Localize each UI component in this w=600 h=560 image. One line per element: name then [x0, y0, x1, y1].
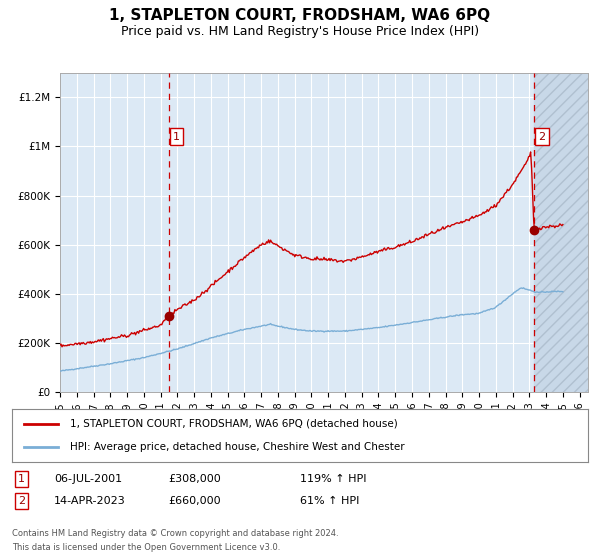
Text: Price paid vs. HM Land Registry's House Price Index (HPI): Price paid vs. HM Land Registry's House … — [121, 25, 479, 38]
Text: This data is licensed under the Open Government Licence v3.0.: This data is licensed under the Open Gov… — [12, 543, 280, 552]
Text: Contains HM Land Registry data © Crown copyright and database right 2024.: Contains HM Land Registry data © Crown c… — [12, 529, 338, 538]
Text: 1, STAPLETON COURT, FRODSHAM, WA6 6PQ (detached house): 1, STAPLETON COURT, FRODSHAM, WA6 6PQ (d… — [70, 419, 397, 429]
Bar — [534, 73, 588, 392]
Text: 1: 1 — [18, 474, 25, 484]
Text: 1, STAPLETON COURT, FRODSHAM, WA6 6PQ: 1, STAPLETON COURT, FRODSHAM, WA6 6PQ — [109, 8, 491, 24]
Text: 14-APR-2023: 14-APR-2023 — [54, 496, 126, 506]
Text: 1: 1 — [173, 132, 180, 142]
Text: 61% ↑ HPI: 61% ↑ HPI — [300, 496, 359, 506]
Text: 119% ↑ HPI: 119% ↑ HPI — [300, 474, 367, 484]
Text: 2: 2 — [538, 132, 545, 142]
Text: £660,000: £660,000 — [168, 496, 221, 506]
Text: 2: 2 — [18, 496, 25, 506]
Text: HPI: Average price, detached house, Cheshire West and Chester: HPI: Average price, detached house, Ches… — [70, 442, 404, 452]
Bar — [534, 73, 588, 392]
Text: £308,000: £308,000 — [168, 474, 221, 484]
Text: 06-JUL-2001: 06-JUL-2001 — [54, 474, 122, 484]
